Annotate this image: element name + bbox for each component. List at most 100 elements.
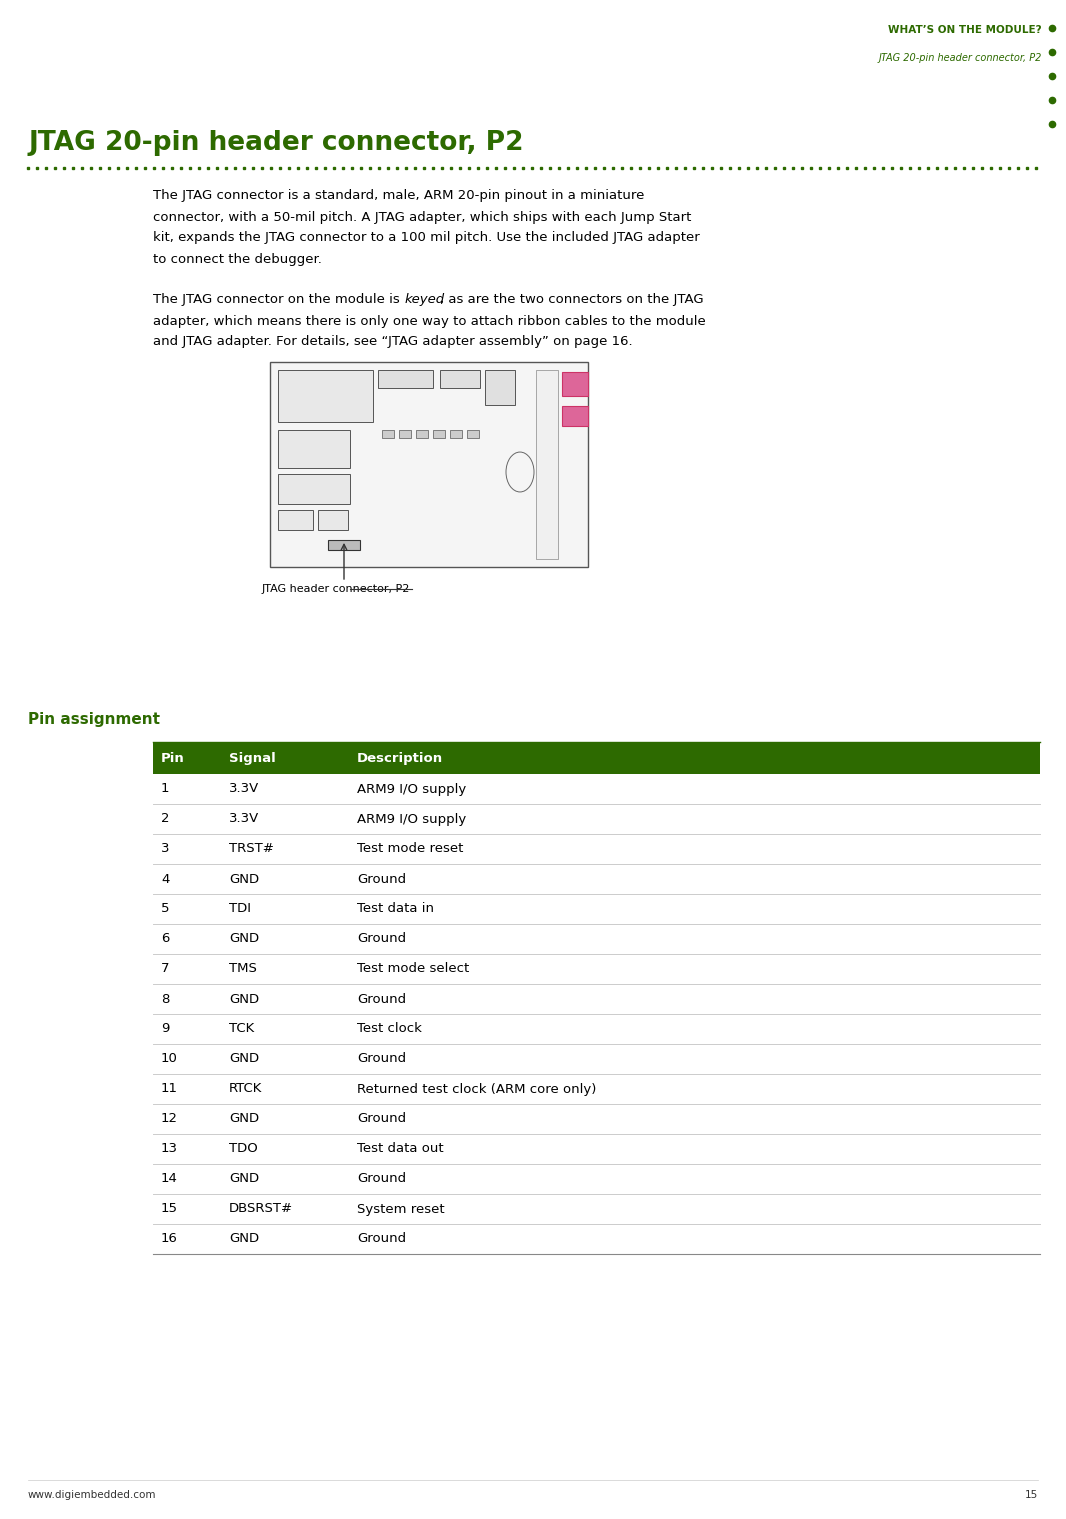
Text: TRST#: TRST# (229, 843, 274, 855)
Bar (154, 924, 1040, 954)
Text: TDO: TDO (229, 1142, 258, 1156)
Bar (278, 474, 350, 504)
Text: to connect the debugger.: to connect the debugger. (154, 252, 322, 266)
Bar (562, 372, 588, 396)
Bar (318, 510, 348, 530)
Bar (378, 371, 433, 387)
Bar (154, 954, 1040, 984)
Bar (154, 1224, 1040, 1255)
Text: ARM9 I/O supply: ARM9 I/O supply (357, 813, 466, 825)
Text: ARM9 I/O supply: ARM9 I/O supply (357, 782, 466, 796)
Text: adapter, which means there is only one way to attach ribbon cables to the module: adapter, which means there is only one w… (154, 314, 706, 328)
Text: GND: GND (229, 1112, 259, 1126)
Bar (382, 430, 394, 437)
Bar (278, 510, 313, 530)
Bar (154, 1074, 1040, 1104)
Text: 15: 15 (161, 1203, 178, 1215)
Text: 8: 8 (161, 992, 169, 1006)
Bar (154, 1135, 1040, 1164)
Text: TMS: TMS (229, 963, 257, 975)
Text: 3: 3 (161, 843, 169, 855)
Bar (154, 1044, 1040, 1074)
Text: Ground: Ground (357, 1232, 406, 1246)
Text: 5: 5 (161, 902, 169, 916)
Text: Test data out: Test data out (357, 1142, 443, 1156)
Text: Signal: Signal (229, 752, 276, 764)
Text: The JTAG connector is a standard, male, ARM 20-pin pinout in a miniature: The JTAG connector is a standard, male, … (154, 190, 644, 202)
Text: Ground: Ground (357, 872, 406, 886)
Bar (154, 984, 1040, 1015)
Text: 9: 9 (161, 1022, 169, 1036)
Bar (278, 430, 350, 468)
Text: GND: GND (229, 872, 259, 886)
Bar (154, 1194, 1040, 1224)
Text: The JTAG connector on the module is: The JTAG connector on the module is (154, 293, 404, 307)
Text: TCK: TCK (229, 1022, 255, 1036)
Text: 13: 13 (161, 1142, 178, 1156)
Bar (467, 430, 479, 437)
Bar (270, 362, 588, 567)
Text: 1: 1 (161, 782, 169, 796)
Text: GND: GND (229, 992, 259, 1006)
Text: Description: Description (357, 752, 443, 764)
Text: Pin: Pin (161, 752, 184, 764)
Text: www.digiembedded.com: www.digiembedded.com (28, 1490, 157, 1499)
Text: 7: 7 (161, 963, 169, 975)
Text: Ground: Ground (357, 1173, 406, 1185)
Text: GND: GND (229, 1232, 259, 1246)
Bar (154, 741, 1040, 775)
Text: 16: 16 (161, 1232, 178, 1246)
Text: connector, with a 50-mil pitch. A JTAG adapter, which ships with each Jump Start: connector, with a 50-mil pitch. A JTAG a… (154, 211, 692, 223)
Text: RTCK: RTCK (229, 1083, 262, 1095)
Text: Ground: Ground (357, 992, 406, 1006)
Text: GND: GND (229, 933, 259, 945)
Text: WHAT’S ON THE MODULE?: WHAT’S ON THE MODULE? (888, 24, 1041, 35)
Text: Ground: Ground (357, 1112, 406, 1126)
Bar (278, 371, 373, 422)
Text: GND: GND (229, 1053, 259, 1065)
Text: 10: 10 (161, 1053, 178, 1065)
Bar (485, 371, 515, 406)
Text: TDI: TDI (229, 902, 251, 916)
Bar (328, 539, 360, 550)
Text: Ground: Ground (357, 933, 406, 945)
Bar (440, 371, 480, 387)
Text: JTAG header connector, P2: JTAG header connector, P2 (262, 583, 410, 594)
Bar (154, 834, 1040, 864)
Text: 3.3V: 3.3V (229, 782, 259, 796)
Bar (399, 430, 411, 437)
Text: 14: 14 (161, 1173, 178, 1185)
Text: 4: 4 (161, 872, 169, 886)
Text: Pin assignment: Pin assignment (28, 712, 160, 728)
Bar (450, 430, 462, 437)
Text: and JTAG adapter. For details, see “JTAG adapter assembly” on page 16.: and JTAG adapter. For details, see “JTAG… (154, 336, 632, 348)
Text: JTAG 20-pin header connector, P2: JTAG 20-pin header connector, P2 (28, 131, 523, 156)
Text: DBSRST#: DBSRST# (229, 1203, 293, 1215)
Text: Returned test clock (ARM core only): Returned test clock (ARM core only) (357, 1083, 596, 1095)
Text: 3.3V: 3.3V (229, 813, 259, 825)
Bar (154, 1015, 1040, 1044)
Text: 2: 2 (161, 813, 169, 825)
Text: 6: 6 (161, 933, 169, 945)
Bar (433, 430, 445, 437)
Text: GND: GND (229, 1173, 259, 1185)
Text: 15: 15 (1024, 1490, 1038, 1499)
Bar (154, 804, 1040, 834)
Text: keyed: keyed (405, 293, 446, 307)
Bar (154, 775, 1040, 804)
Bar (416, 430, 429, 437)
Text: Test data in: Test data in (357, 902, 434, 916)
Text: Ground: Ground (357, 1053, 406, 1065)
Bar (154, 1164, 1040, 1194)
Text: JTAG 20-pin header connector, P2: JTAG 20-pin header connector, P2 (878, 53, 1041, 62)
Text: Test mode reset: Test mode reset (357, 843, 464, 855)
Text: 11: 11 (161, 1083, 178, 1095)
Text: kit, expands the JTAG connector to a 100 mil pitch. Use the included JTAG adapte: kit, expands the JTAG connector to a 100… (154, 231, 699, 245)
Bar (154, 1104, 1040, 1135)
Text: 12: 12 (161, 1112, 178, 1126)
Text: , as are the two connectors on the JTAG: , as are the two connectors on the JTAG (440, 293, 704, 307)
Bar (536, 371, 558, 559)
Text: Test mode select: Test mode select (357, 963, 469, 975)
Text: Test clock: Test clock (357, 1022, 422, 1036)
Text: System reset: System reset (357, 1203, 445, 1215)
